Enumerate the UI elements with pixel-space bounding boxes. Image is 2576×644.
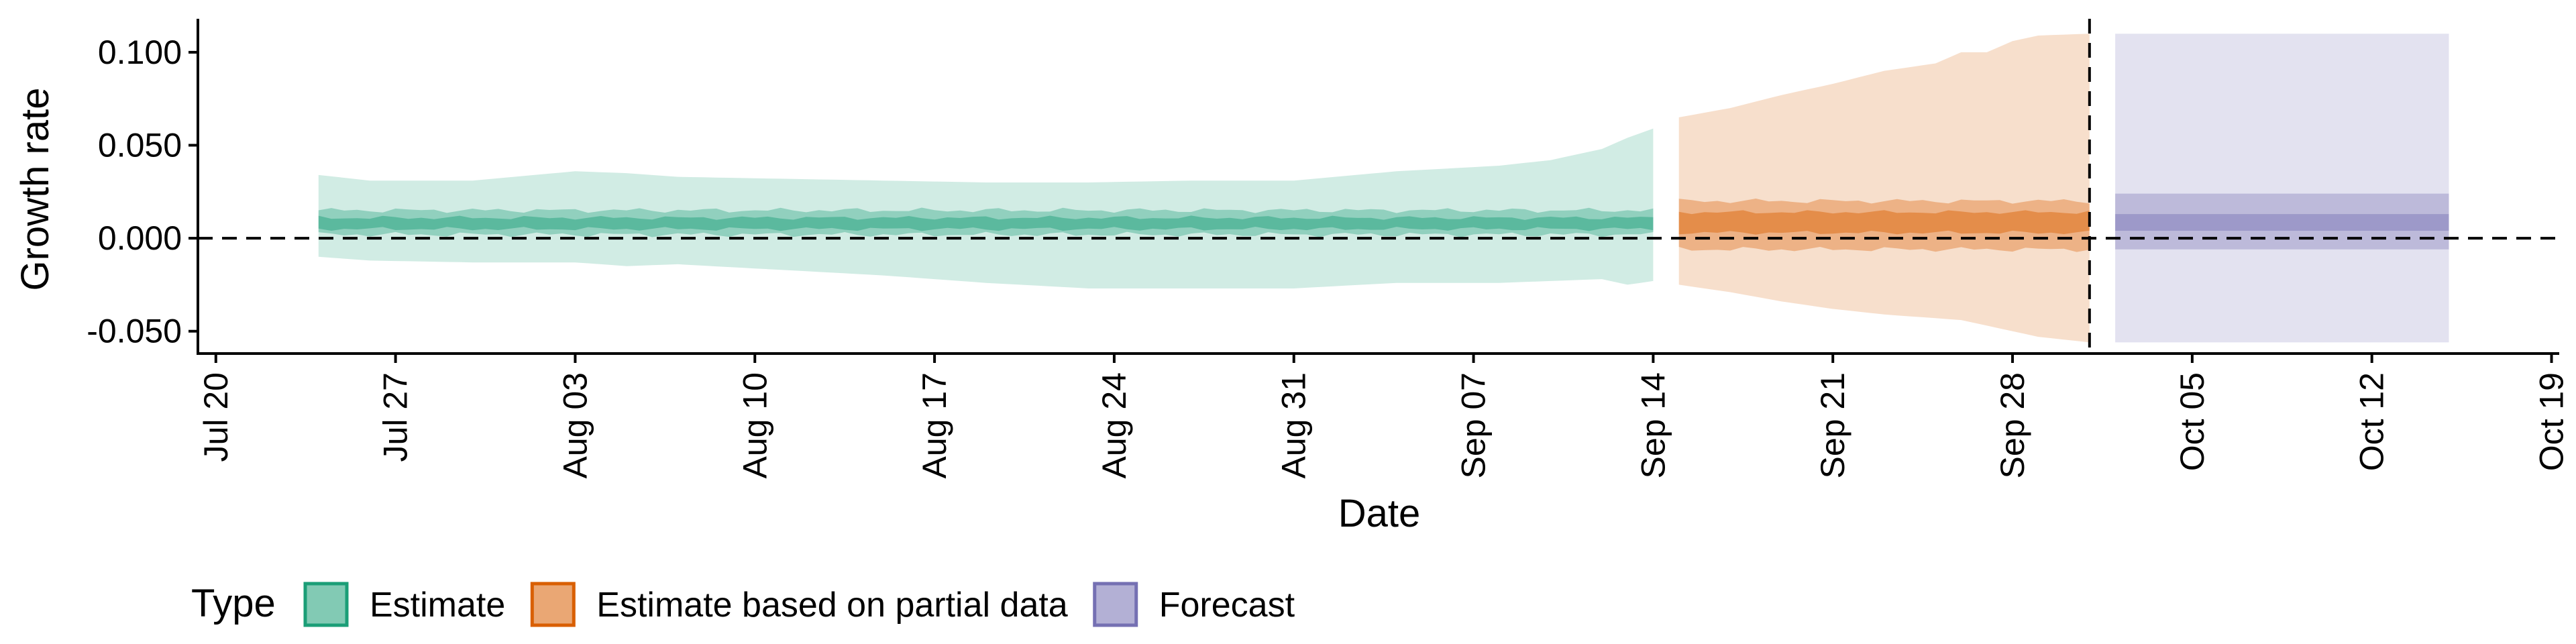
legend-label-forecast: Forecast	[1159, 586, 1295, 625]
y-axis-title: Growth rate	[13, 88, 57, 291]
legend-label-estimate: Estimate	[370, 586, 505, 625]
y-tick-label: 0.100	[98, 34, 182, 71]
bands-layer	[318, 34, 2449, 343]
x-tick-label: Sep 07	[1455, 372, 1493, 478]
x-tick-label: Aug 10	[736, 372, 773, 478]
x-tick-label: Sep 14	[1634, 372, 1672, 478]
y-tick-label: 0.050	[98, 127, 182, 164]
x-tick-label: Sep 28	[1994, 372, 2031, 478]
legend: Type Estimate Estimate based on partial da…	[191, 582, 1295, 627]
y-tick-label: 0.000	[98, 219, 182, 257]
x-tick-label: Aug 17	[916, 372, 953, 478]
series-estimate-based-on-partial-data	[1678, 34, 2090, 343]
x-tick-label: Aug 03	[556, 372, 594, 478]
band-20-estimate-based-on-partial-data	[1678, 210, 2090, 235]
band-90-estimate	[318, 128, 1654, 288]
series-estimate	[318, 128, 1654, 288]
legend-key-estimate	[303, 582, 349, 627]
band-20-estimate	[318, 215, 1654, 231]
x-axis-title: Date	[1338, 492, 1421, 535]
reference-lines	[198, 19, 2559, 354]
band-50-estimate	[318, 207, 1654, 237]
legend-title: Type	[191, 582, 276, 625]
x-tick-label: Oct 05	[2174, 372, 2211, 471]
x-tick-label: Aug 31	[1275, 372, 1313, 478]
axes-layer: -0.050 0.000 0.050 0.100 Jul 20 Jul 27 Aug 03 A…	[87, 19, 2571, 478]
series-forecast	[2115, 34, 2449, 343]
legend-label-estimate-based-on-partial-data: Estimate based on partial data	[596, 586, 1068, 625]
x-tick-label: Oct 12	[2353, 372, 2391, 471]
x-tick-label: Aug 24	[1095, 372, 1133, 478]
band-50-forecast	[2115, 193, 2449, 250]
x-tick-label: Sep 21	[1814, 372, 1851, 478]
band-20-forecast	[2115, 214, 2449, 231]
band-90-estimate-based-on-partial-data	[1678, 34, 2090, 343]
y-tick-label: -0.050	[87, 313, 182, 350]
x-tick-label: Jul 20	[197, 372, 235, 462]
x-tick-label: Oct 19	[2533, 372, 2571, 471]
legend-key-estimate-based-on-partial-data	[530, 582, 576, 627]
legend-key-forecast	[1093, 582, 1138, 627]
band-90-forecast	[2115, 34, 2449, 343]
x-tick-label: Jul 27	[377, 372, 415, 462]
